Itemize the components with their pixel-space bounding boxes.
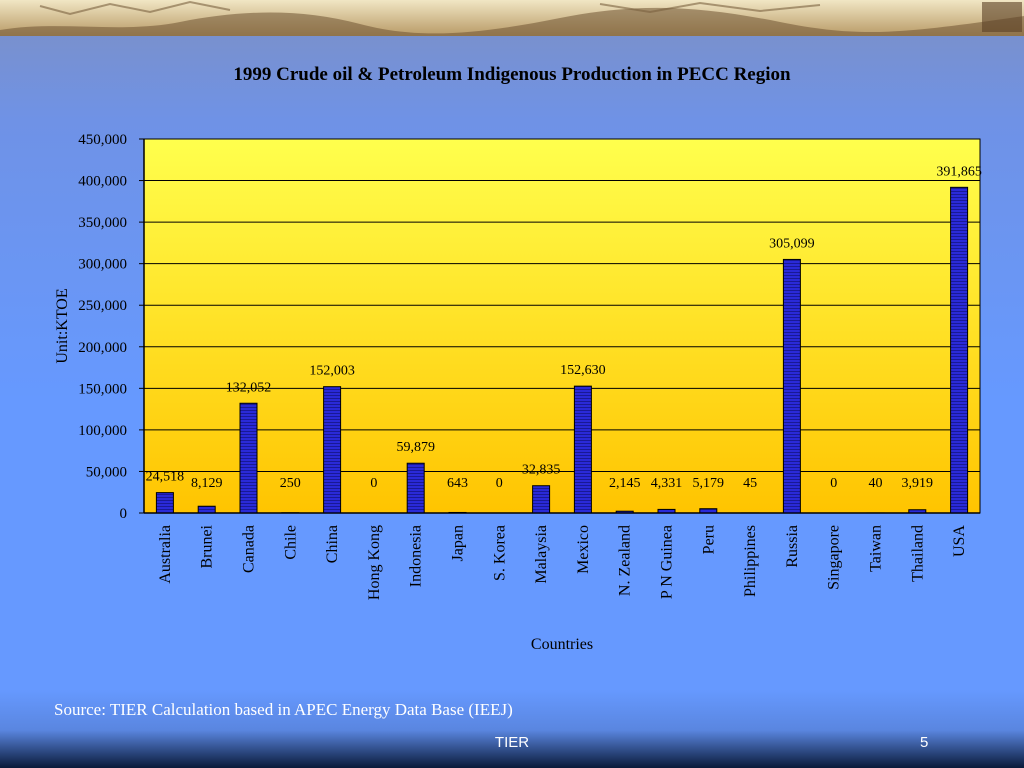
x-tick-label: Japan bbox=[450, 525, 467, 561]
data-label: 5,179 bbox=[693, 476, 725, 491]
data-label: 305,099 bbox=[769, 236, 815, 251]
bar-brunei bbox=[197, 505, 216, 514]
bar-n-zealand bbox=[615, 510, 634, 514]
chart-title: 1999 Crude oil & Petroleum Indigenous Pr… bbox=[233, 64, 791, 85]
y-tick-label: 350,000 bbox=[78, 215, 127, 231]
data-label: 8,129 bbox=[191, 476, 223, 491]
x-tick-label: Peru bbox=[700, 525, 717, 554]
data-label: 0 bbox=[496, 476, 503, 491]
x-tick-label: N. Zealand bbox=[617, 525, 634, 596]
decorative-banner bbox=[0, 0, 1024, 36]
x-tick-label: Chile bbox=[282, 525, 299, 560]
y-tick-label: 100,000 bbox=[78, 423, 127, 439]
data-labels: 24,518 8,129 132,052 250 152,003 0 59,879 643 0 3… bbox=[146, 164, 982, 491]
data-label: 132,052 bbox=[226, 380, 272, 395]
y-axis-title: Unit:KTOE bbox=[54, 288, 71, 363]
data-label: 2,145 bbox=[609, 476, 641, 491]
x-tick-label: Australia bbox=[157, 525, 174, 584]
bar-china bbox=[323, 386, 342, 514]
y-tick-label: 0 bbox=[120, 506, 128, 522]
bar-japan bbox=[448, 511, 467, 514]
x-axis-title: Countries bbox=[531, 636, 593, 653]
y-tick-label: 400,000 bbox=[78, 174, 127, 190]
bar-russia bbox=[782, 258, 801, 514]
data-label: 152,630 bbox=[560, 363, 606, 378]
data-label: 24,518 bbox=[146, 470, 185, 485]
bar-canada bbox=[239, 402, 258, 514]
data-label: 0 bbox=[370, 476, 377, 491]
x-tick-label: Russia bbox=[784, 525, 801, 568]
bar-indonesia bbox=[406, 462, 425, 514]
data-label: 40 bbox=[869, 476, 883, 491]
x-tick-label: S. Korea bbox=[491, 525, 508, 581]
bar-mexico bbox=[573, 385, 592, 514]
bar-thailand bbox=[908, 509, 927, 514]
data-label: 4,331 bbox=[651, 476, 683, 491]
bar-p-n-guinea bbox=[657, 508, 676, 514]
x-tick-label: Malaysia bbox=[533, 525, 550, 584]
y-tick-label: 250,000 bbox=[78, 298, 127, 314]
data-label: 3,919 bbox=[902, 476, 934, 491]
x-tick-label: Brunei bbox=[199, 524, 216, 568]
gridlines bbox=[139, 138, 980, 514]
bar-malaysia bbox=[532, 485, 551, 514]
x-tick-label: Canada bbox=[241, 525, 258, 573]
y-tick-label: 50,000 bbox=[86, 464, 127, 480]
y-axis-ticks: 0 50,000 100,000 150,000 200,000 250,000 300,0… bbox=[78, 132, 127, 522]
x-tick-label: China bbox=[324, 525, 341, 563]
data-label: 152,003 bbox=[309, 364, 355, 379]
bars bbox=[155, 186, 969, 514]
plot-area bbox=[143, 138, 981, 514]
data-label: 59,879 bbox=[396, 440, 435, 455]
x-tick-label: USA bbox=[951, 525, 968, 557]
data-label: 0 bbox=[830, 476, 837, 491]
source-note: Source: TIER Calculation based in APEC E… bbox=[54, 700, 513, 719]
data-label: 45 bbox=[743, 476, 757, 491]
bar-australia bbox=[155, 492, 174, 514]
y-tick-label: 200,000 bbox=[78, 340, 127, 356]
x-tick-label: Indonesia bbox=[408, 525, 425, 587]
bar-usa bbox=[950, 186, 969, 514]
x-tick-label: Singapore bbox=[826, 525, 843, 590]
x-tick-label: Philippines bbox=[742, 525, 759, 597]
y-tick-label: 150,000 bbox=[78, 381, 127, 397]
data-label: 32,835 bbox=[522, 463, 561, 478]
y-tick-label: 450,000 bbox=[78, 132, 127, 148]
y-tick-label: 300,000 bbox=[78, 257, 127, 273]
x-axis-ticks: Australia Brunei Canada Chile China Hong Kong… bbox=[157, 524, 968, 600]
x-tick-label: P N Guinea bbox=[659, 525, 676, 599]
x-tick-label: Thailand bbox=[909, 525, 926, 582]
bar-peru bbox=[699, 508, 718, 514]
slide-number: 5 bbox=[920, 734, 929, 751]
x-tick-label: Mexico bbox=[575, 525, 592, 574]
data-label: 643 bbox=[447, 476, 468, 491]
data-label: 250 bbox=[280, 476, 301, 491]
data-label: 391,865 bbox=[936, 164, 982, 179]
x-tick-label: Taiwan bbox=[868, 525, 885, 572]
x-tick-label: Hong Kong bbox=[366, 525, 383, 600]
footer-label: TIER bbox=[494, 734, 530, 751]
